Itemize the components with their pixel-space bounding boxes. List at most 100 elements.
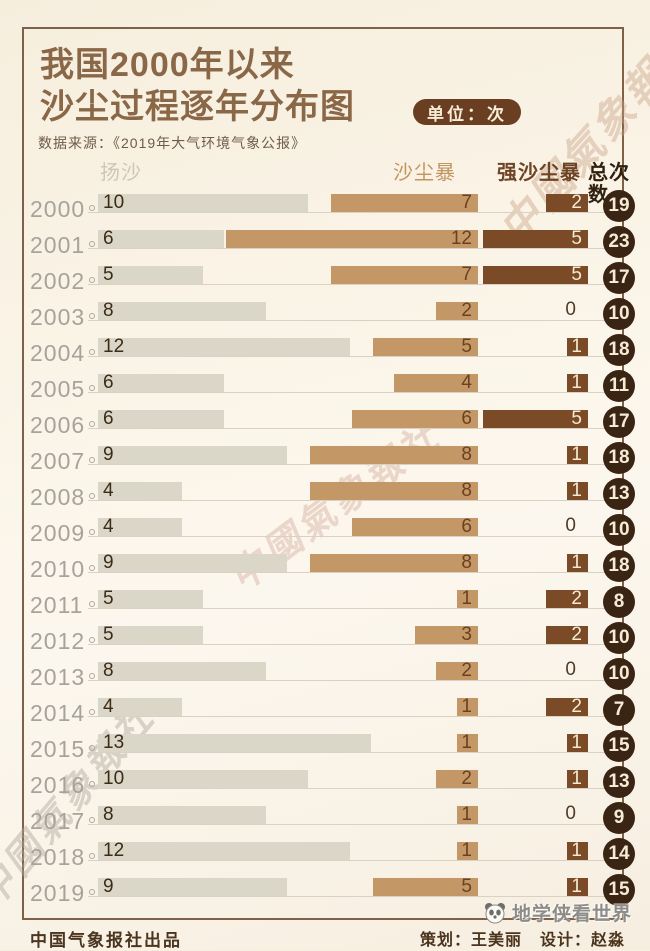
- bar-value-yangsha: 8: [103, 660, 114, 681]
- bar-value-shachenbao: 1: [461, 696, 472, 717]
- total-badge: 18: [603, 334, 635, 366]
- bar-yangsha: 10: [98, 193, 308, 212]
- bar-value-yangsha: 12: [103, 840, 125, 861]
- page-title-line1: 我国2000年以来: [40, 46, 295, 84]
- year-label: 2007: [30, 448, 86, 474]
- bar-shachenbao: 2: [436, 661, 478, 680]
- bar-value-qiang-shachenbao: 1: [571, 768, 582, 789]
- bar-qiang-shachenbao: 2: [546, 192, 588, 213]
- bar-value-yangsha: 12: [103, 336, 125, 357]
- chart-row-2012: 2012 5 3 2 10: [0, 609, 650, 654]
- bar-yangsha: 4: [98, 481, 182, 500]
- bar-shachenbao: 1: [457, 696, 478, 717]
- year-dot-icon: [89, 565, 95, 571]
- bar-yangsha: 10: [98, 769, 308, 788]
- year-label: 2011: [30, 592, 84, 618]
- row-baseline: [88, 644, 628, 645]
- bar-value-shachenbao: 2: [461, 300, 472, 321]
- wechat-watermark: 地学侠看世界: [483, 899, 632, 926]
- bar-qiang-shachenbao: 5: [483, 408, 588, 429]
- year-label: 2015: [30, 736, 86, 762]
- year-label: 2003: [30, 304, 86, 330]
- bar-value-qiang-shachenbao: 2: [571, 624, 582, 645]
- bar-value-yangsha: 4: [103, 516, 114, 537]
- chart-row-2005: 2005 6 4 1 11: [0, 357, 650, 402]
- bar-shachenbao: 8: [310, 445, 478, 464]
- bar-value-shachenbao: 7: [461, 192, 472, 213]
- bar-value-qiang-shachenbao: 2: [571, 192, 582, 213]
- bar-value-shachenbao: 7: [461, 264, 472, 285]
- row-baseline: [88, 284, 628, 285]
- year-label: 2002: [30, 268, 86, 294]
- year-label: 2009: [30, 520, 86, 546]
- bar-yangsha: 9: [98, 445, 287, 464]
- row-baseline: [88, 608, 628, 609]
- bar-value-yangsha: 4: [103, 696, 114, 717]
- bar-yangsha: 12: [98, 840, 350, 861]
- bar-value-shachenbao: 4: [461, 372, 472, 393]
- year-label: 2008: [30, 484, 86, 510]
- bar-shachenbao: 4: [394, 372, 478, 393]
- chart-row-2000: 2000 10 7 2 19: [0, 177, 650, 222]
- total-badge: 17: [603, 406, 635, 438]
- zero-value-qiang-shachenbao: 0: [565, 299, 576, 320]
- footer-credit-producer: 中国气象报社出品: [30, 931, 182, 950]
- bar-yangsha: 9: [98, 877, 287, 896]
- bar-value-shachenbao: 6: [461, 516, 472, 537]
- chart-row-2017: 2017 8 1 0 9: [0, 789, 650, 834]
- bar-qiang-shachenbao: 1: [567, 336, 588, 357]
- chart-row-2013: 2013 8 2 0 10: [0, 645, 650, 690]
- year-label: 2014: [30, 700, 86, 726]
- wechat-watermark-text: 地学侠看世界: [511, 904, 632, 925]
- bar-qiang-shachenbao: 5: [483, 264, 588, 285]
- bar-value-shachenbao: 12: [450, 228, 472, 249]
- bar-value-qiang-shachenbao: 5: [571, 408, 582, 429]
- total-badge: 13: [603, 766, 635, 798]
- year-dot-icon: [89, 241, 95, 247]
- bar-value-qiang-shachenbao: 1: [571, 876, 582, 897]
- row-baseline: [88, 320, 628, 321]
- bar-yangsha: 4: [98, 696, 182, 717]
- bar-yangsha: 8: [98, 805, 266, 824]
- bar-value-qiang-shachenbao: 1: [571, 336, 582, 357]
- bar-shachenbao: 6: [352, 516, 478, 537]
- bar-yangsha: 8: [98, 660, 266, 681]
- bar-qiang-shachenbao: 1: [567, 840, 588, 861]
- bar-qiang-shachenbao: 2: [546, 589, 588, 608]
- bar-value-qiang-shachenbao: 1: [571, 732, 582, 753]
- total-badge: 18: [603, 442, 635, 474]
- year-label: 2001: [30, 232, 86, 258]
- year-dot-icon: [89, 817, 95, 823]
- year-label: 2005: [30, 376, 86, 402]
- bar-yangsha: 6: [98, 229, 224, 248]
- year-dot-icon: [89, 781, 95, 787]
- bar-value-qiang-shachenbao: 1: [571, 840, 582, 861]
- bar-value-yangsha: 5: [103, 588, 114, 609]
- total-badge: 14: [603, 838, 635, 870]
- total-badge: 13: [603, 478, 635, 510]
- bar-qiang-shachenbao: 2: [546, 697, 588, 716]
- bar-yangsha: 13: [98, 733, 371, 752]
- chart-row-2016: 2016 10 2 1 13: [0, 753, 650, 798]
- year-dot-icon: [89, 493, 95, 499]
- bar-qiang-shachenbao: 1: [567, 732, 588, 753]
- total-badge: 15: [603, 730, 635, 762]
- bar-value-qiang-shachenbao: 5: [571, 264, 582, 285]
- year-label: 2017: [30, 808, 86, 834]
- row-baseline: [88, 572, 628, 573]
- bar-value-shachenbao: 6: [461, 408, 472, 429]
- bar-value-shachenbao: 8: [461, 480, 472, 501]
- bar-yangsha: 6: [98, 373, 224, 392]
- total-badge: 8: [603, 586, 635, 618]
- footer-credit-design: 设计：赵淼: [539, 932, 625, 949]
- bar-yangsha: 4: [98, 516, 182, 537]
- year-label: 2019: [30, 880, 86, 906]
- total-badge: 10: [603, 658, 635, 690]
- bar-qiang-shachenbao: 1: [567, 481, 588, 500]
- row-baseline: [88, 248, 628, 249]
- year-dot-icon: [89, 853, 95, 859]
- footer-credit-plan: 策划：王美丽: [419, 932, 522, 949]
- total-badge: 10: [603, 298, 635, 330]
- bar-yangsha: 5: [98, 265, 203, 284]
- total-badge: 10: [603, 514, 635, 546]
